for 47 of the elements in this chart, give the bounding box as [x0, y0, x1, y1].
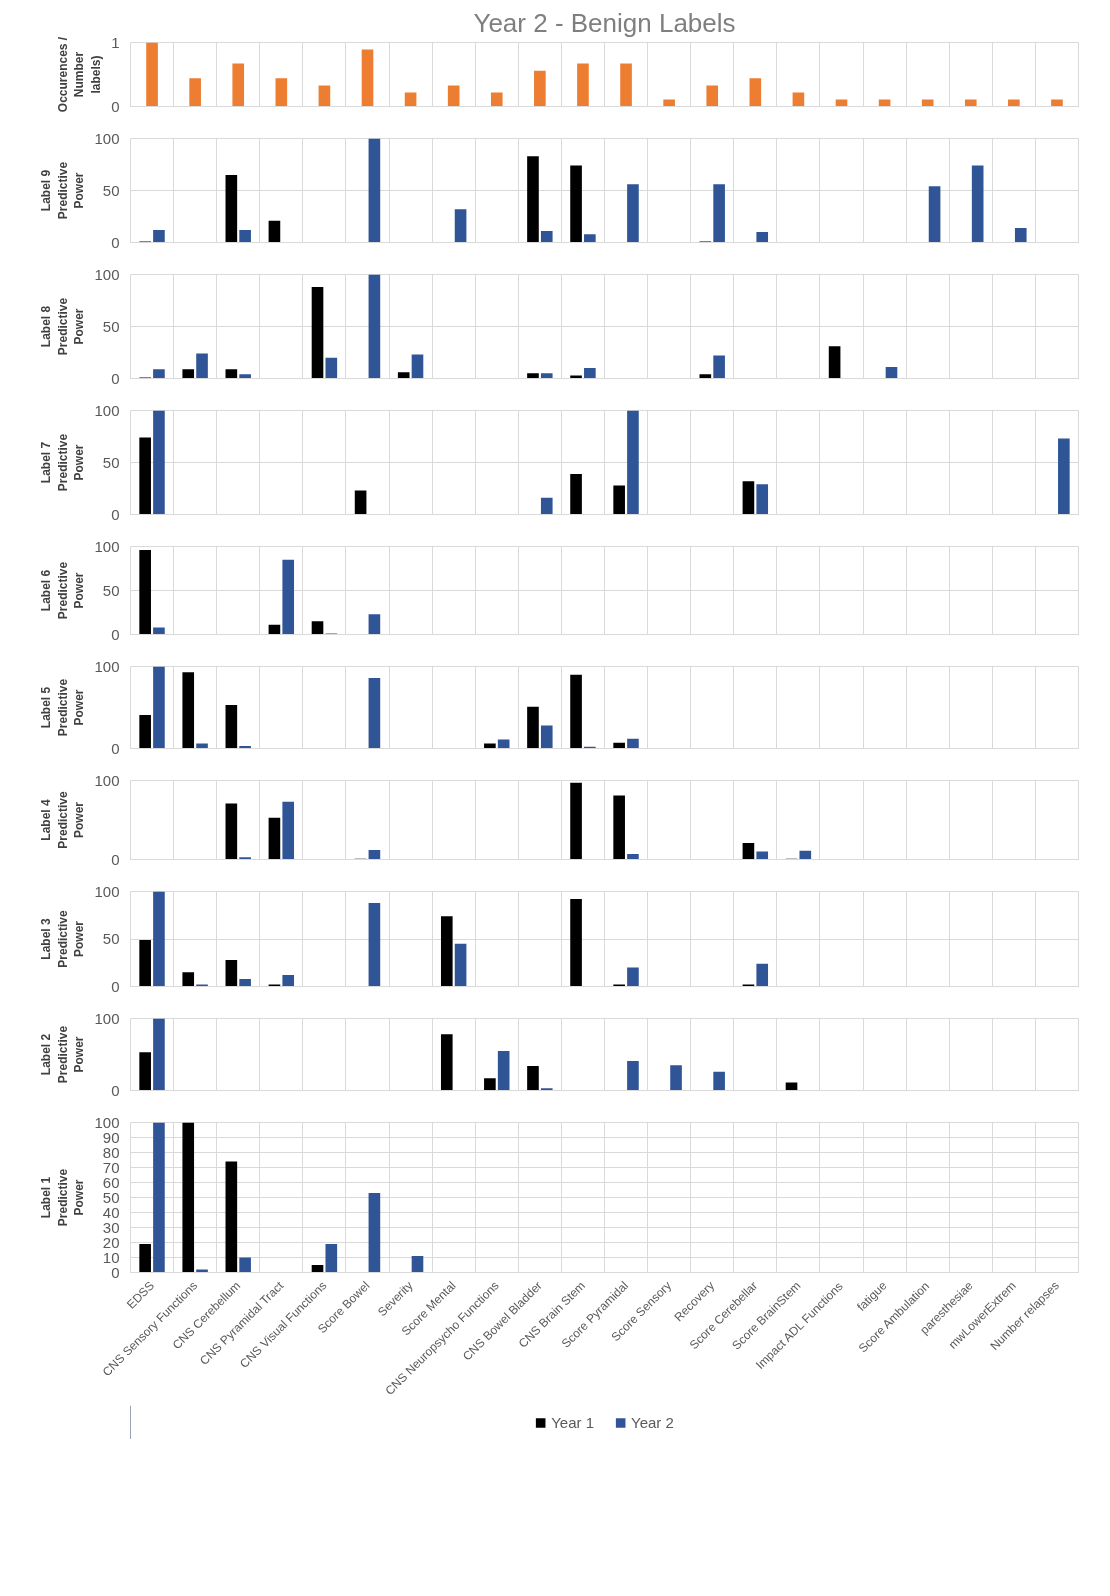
y-tick-label: 70: [102, 1158, 120, 1176]
y-tick-label: 100: [94, 657, 120, 675]
y-tick-label: 1: [111, 33, 120, 51]
y-tick-label: 0: [111, 505, 120, 523]
y-tick-label: 40: [102, 1203, 120, 1221]
y-axis-title: Label 8 Predictive Power: [38, 297, 87, 356]
y-tick-label: 0: [111, 1081, 120, 1099]
y-tick-label: 30: [102, 1218, 120, 1236]
y-axis-title: Label 1 Predictive Power: [38, 1168, 87, 1227]
y-axis-title: Label 2 Predictive Power: [38, 1025, 87, 1084]
y-axis-title: Label 3 Predictive Power: [38, 909, 87, 968]
y-axis-title: Occurences / Number labels): [55, 36, 104, 113]
y-tick-label: 100: [94, 265, 120, 283]
y-axis-title: Label 4 Predictive Power: [38, 790, 87, 849]
y-tick-label: 0: [111, 369, 120, 387]
y-tick-label: 0: [111, 739, 120, 757]
y-tick-label: 100: [94, 401, 120, 419]
y-tick-label: 50: [102, 581, 120, 599]
y-tick-label: 50: [102, 317, 120, 335]
y-tick-label: 0: [111, 625, 120, 643]
y-tick-label: 100: [94, 882, 120, 900]
y-axis-title: Label 9 Predictive Power: [38, 161, 87, 220]
y-tick-label: 50: [102, 930, 120, 947]
y-tick-label: 100: [94, 771, 120, 789]
y-tick-label: 0: [111, 97, 120, 115]
y-tick-label: 50: [102, 1188, 120, 1206]
y-tick-label: 100: [94, 129, 120, 147]
y-tick-label: 10: [102, 1248, 120, 1266]
y-tick-label: 100: [94, 1113, 120, 1131]
y-axis-title: Label 5 Predictive Power: [38, 678, 87, 737]
y-tick-label: 90: [102, 1128, 120, 1146]
legend-label: Year 1: [551, 1413, 594, 1431]
y-tick-label: 50: [102, 181, 120, 199]
y-tick-label: 50: [102, 453, 120, 471]
legend-label: Year 2: [631, 1413, 674, 1431]
y-tick-label: 20: [102, 1233, 120, 1251]
y-tick-label: 0: [111, 850, 120, 868]
y-tick-label: 0: [111, 233, 120, 251]
y-tick-label: 80: [102, 1143, 120, 1161]
y-tick-label: 100: [94, 1009, 120, 1027]
y-tick-label: 60: [102, 1173, 120, 1191]
chart-title: Year 2 - Benign Labels: [473, 7, 736, 38]
y-tick-label: 0: [111, 1263, 120, 1281]
y-axis-title: Label 7 Predictive Power: [38, 433, 87, 492]
y-axis-title: Label 6 Predictive Power: [38, 561, 87, 620]
y-tick-label: 100: [94, 537, 120, 555]
y-tick-label: 0: [111, 977, 120, 995]
